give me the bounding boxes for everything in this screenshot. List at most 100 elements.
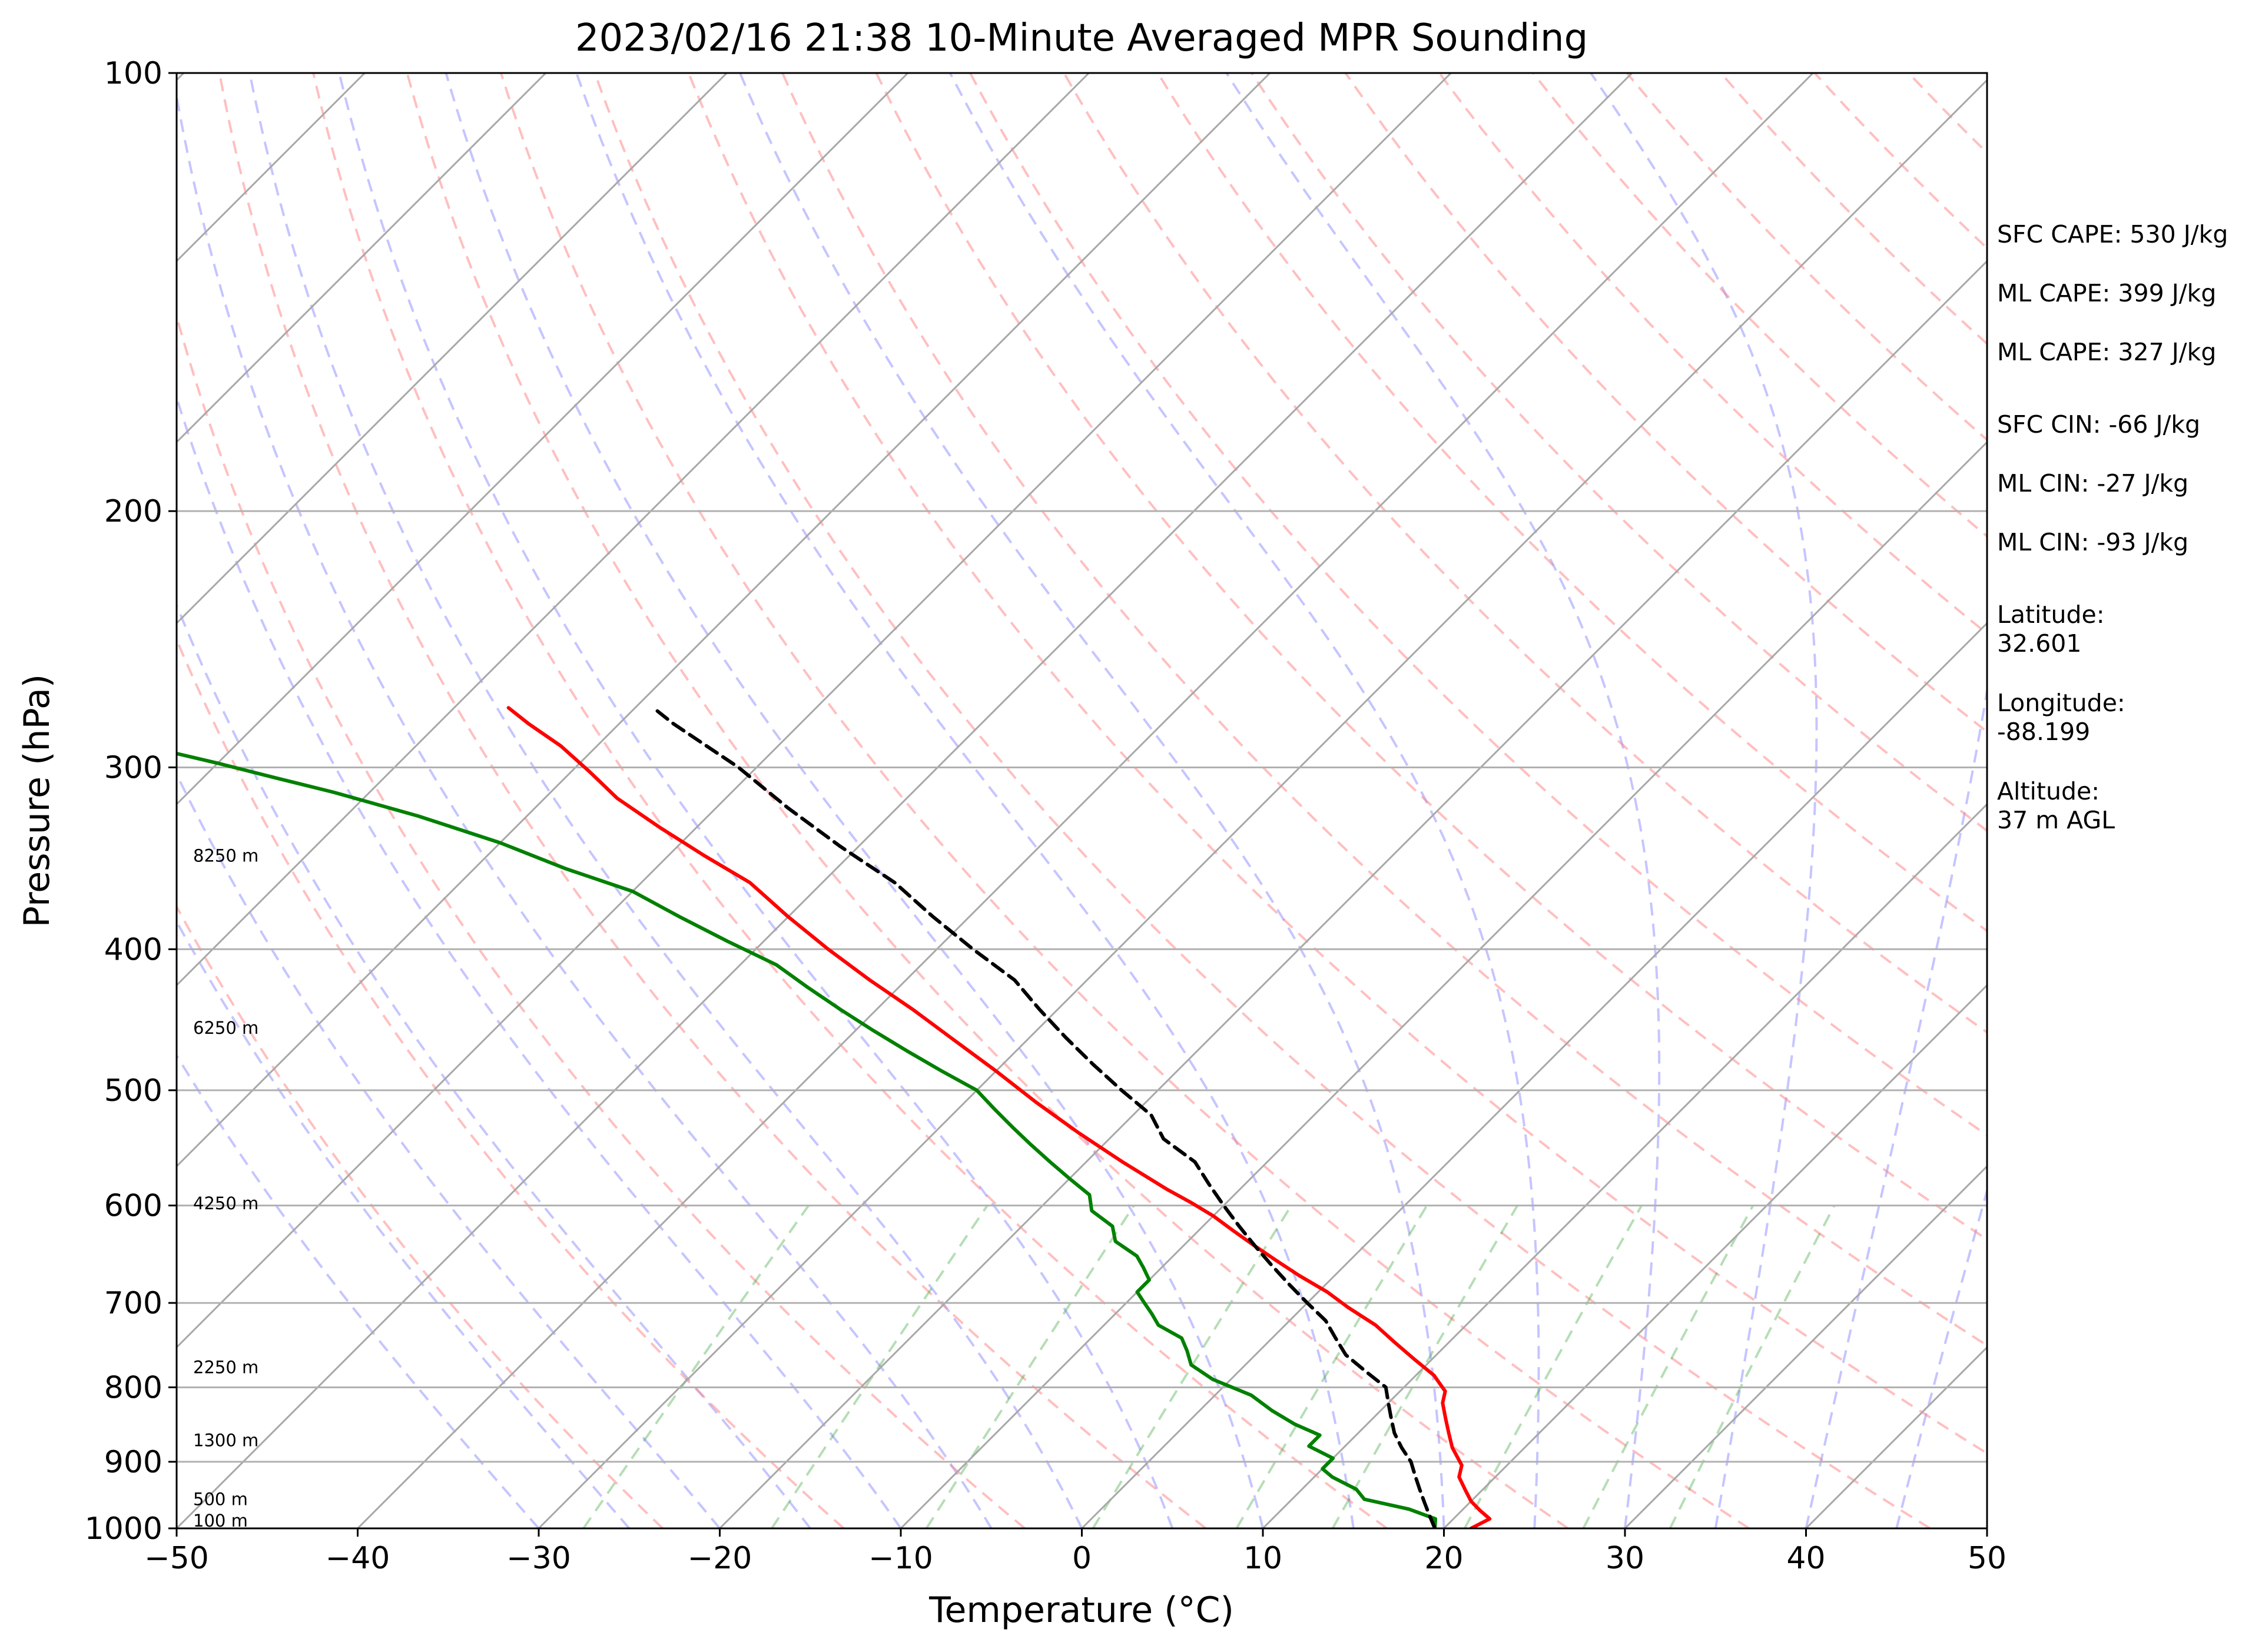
- moist-adiabat-line: [1225, 73, 1661, 1528]
- isotherm-line: [719, 260, 1987, 1528]
- dry-adiabat-line: [1063, 73, 1987, 1034]
- x-axis-ticks: −50 −40 −30 −20 −10 0 10 20 30 40 50: [144, 1528, 2006, 1576]
- isotherm-line: [1443, 984, 1987, 1528]
- y-tick-label: 200: [104, 494, 162, 529]
- y-tick-label: 100: [104, 56, 162, 91]
- stat-ml-cin-1: ML CIN: -27 J/kg: [1997, 469, 2188, 497]
- y-axis-ticks: 100 200 300 400 500 600 700 800 900 1000: [85, 56, 177, 1547]
- isotherm-line: [177, 73, 1452, 1349]
- y-tick-label: 600: [104, 1189, 162, 1224]
- dry-adiabat-line: [177, 636, 845, 1528]
- mixing-ratio-line: [582, 1205, 810, 1528]
- moist-adiabat-line: [1805, 684, 1987, 1528]
- dry-adiabat-line: [875, 73, 1987, 1241]
- plot-area: [177, 73, 1987, 1528]
- sounding-stats: SFC CAPE: 530 J/kg ML CAPE: 399 J/kg ML …: [1997, 220, 2228, 834]
- moist-adiabat-line: [739, 73, 1445, 1528]
- y-tick-label: 800: [104, 1370, 162, 1405]
- mixing-ratio-line: [925, 1205, 1135, 1528]
- moist-adiabat-line: [1590, 73, 1818, 1528]
- latitude-value: 32.601: [1997, 629, 2081, 658]
- altitude-value: 37 m AGL: [1997, 806, 2115, 834]
- mixing-ratio-lines: [582, 1205, 1836, 1528]
- x-tick-label: −20: [688, 1541, 752, 1576]
- y-tick-label: 500: [104, 1073, 162, 1109]
- x-tick-label: 40: [1786, 1541, 1825, 1576]
- moist-adiabat-line: [177, 919, 631, 1528]
- parcel-profile-line: [651, 706, 1437, 1528]
- dry-adiabat-line: [499, 73, 1750, 1528]
- dry-adiabat-line: [218, 73, 1207, 1528]
- dry-adiabat-line: [969, 73, 1987, 1137]
- isotherm-line: [177, 73, 1271, 1168]
- height-label: 6250 m: [193, 1018, 258, 1038]
- x-tick-label: 30: [1606, 1541, 1644, 1576]
- x-tick-label: 20: [1424, 1541, 1463, 1576]
- moist-adiabat-line: [445, 73, 1264, 1528]
- sounding-series: [177, 706, 1492, 1528]
- altitude-label: Altitude:: [1997, 777, 2100, 805]
- y-tick-label: 400: [104, 932, 162, 967]
- isotherm-line: [1262, 802, 1987, 1528]
- height-label: 1300 m: [193, 1430, 258, 1450]
- stat-ml-cape-1: ML CAPE: 399 J/kg: [1997, 279, 2216, 307]
- height-label: 100 m: [193, 1511, 248, 1531]
- y-tick-label: 900: [104, 1445, 162, 1480]
- isotherm-line: [177, 73, 547, 444]
- mixing-ratio-line: [771, 1205, 989, 1528]
- x-tick-label: −30: [506, 1541, 571, 1576]
- dewpoint-line: [177, 751, 1437, 1528]
- isobars: [177, 73, 1987, 1528]
- longitude-value: -88.199: [1997, 718, 2090, 746]
- x-tick-label: 10: [1243, 1541, 1282, 1576]
- isotherm-line: [538, 78, 1987, 1528]
- isotherm-line: [177, 73, 1633, 1528]
- y-tick-label: 1000: [85, 1511, 162, 1547]
- mixing-ratio-line: [1582, 1205, 1754, 1528]
- x-tick-label: 50: [1968, 1541, 2006, 1576]
- moist-adiabat-line: [575, 73, 1355, 1528]
- stat-ml-cin-2: ML CIN: -93 J/kg: [1997, 528, 2188, 556]
- y-tick-label: 300: [104, 750, 162, 785]
- x-tick-label: −40: [326, 1541, 390, 1576]
- isotherm-line: [1081, 622, 1987, 1528]
- x-tick-label: −10: [868, 1541, 933, 1576]
- mixing-ratio-line: [1669, 1205, 1836, 1528]
- isotherm-line: [357, 73, 1814, 1528]
- dry-adiabat-line: [312, 73, 1388, 1528]
- height-label: 500 m: [193, 1490, 248, 1510]
- x-axis-label: Temperature (°C): [928, 1590, 1234, 1631]
- moist-adiabat-line: [177, 393, 902, 1528]
- moist-adiabat-line: [248, 73, 1083, 1528]
- y-tick-label: 700: [104, 1286, 162, 1321]
- chart-title: 2023/02/16 21:38 10-Minute Averaged MPR …: [575, 16, 1588, 60]
- height-label: 8250 m: [193, 845, 258, 865]
- longitude-label: Longitude:: [1997, 689, 2125, 717]
- latitude-label: Latitude:: [1997, 601, 2105, 629]
- moist-adiabats: [177, 73, 1987, 1528]
- dry-adiabat-line: [1251, 73, 1987, 832]
- moist-adiabat-line: [177, 771, 721, 1528]
- x-tick-label: −50: [144, 1541, 209, 1576]
- dry-adiabat-line: [781, 73, 1987, 1347]
- isotherm-line: [1624, 1165, 1987, 1528]
- mixing-ratio-line: [1463, 1205, 1643, 1528]
- stat-sfc-cape: SFC CAPE: 530 J/kg: [1997, 220, 2228, 248]
- isotherm-line: [177, 73, 909, 806]
- dry-adiabat-line: [687, 73, 1987, 1455]
- dry-adiabats: [177, 73, 1987, 1528]
- height-label: 4250 m: [193, 1193, 258, 1213]
- stat-ml-cape-2: ML CAPE: 327 J/kg: [1997, 338, 2216, 366]
- isotherm-line: [177, 73, 728, 625]
- temperature-line: [506, 706, 1492, 1528]
- moist-adiabat-line: [177, 89, 993, 1528]
- stat-sfc-cin: SFC CIN: -66 J/kg: [1997, 410, 2200, 439]
- dry-adiabat-line: [1156, 73, 1987, 933]
- dry-adiabat-line: [593, 73, 1931, 1528]
- y-axis-label: Pressure (hPa): [16, 674, 58, 927]
- dry-adiabat-line: [406, 73, 1569, 1528]
- height-label: 2250 m: [193, 1357, 258, 1377]
- x-tick-label: 0: [1072, 1541, 1092, 1576]
